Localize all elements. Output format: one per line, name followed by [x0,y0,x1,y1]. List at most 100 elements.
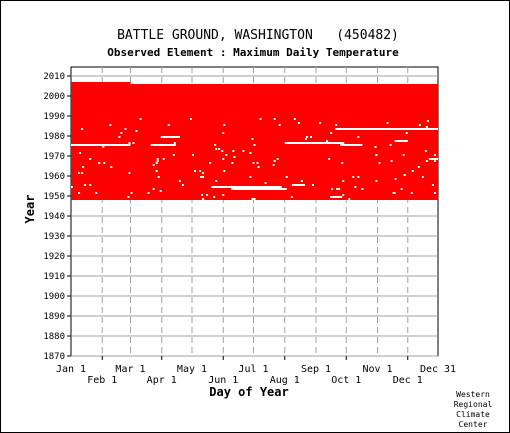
missing-day [335,124,338,126]
missing-day [293,118,296,120]
missing-day [421,176,424,178]
missing-day [124,128,127,130]
missing-day [410,192,413,194]
missing-day [130,192,133,194]
missing-day [189,118,192,120]
missing-day [103,162,106,164]
missing-day [173,142,176,144]
missing-day [433,154,436,156]
missing-day [352,176,355,178]
missing-day [331,188,334,190]
missing-day [233,156,236,158]
missing-day [159,190,162,192]
missing-day [285,176,288,178]
missing-day [424,150,427,152]
missing-day [82,166,85,168]
missing-period [150,144,176,146]
missing-day [156,160,159,162]
coverage-block [71,84,438,200]
missing-day [402,154,405,156]
missing-day [278,124,281,126]
missing-day [256,162,259,164]
y-tick-label: 1930 [43,232,65,242]
y-tick-label: 1910 [43,272,65,282]
missing-day [155,162,158,164]
x-tick-label-lower: Aug 1 [270,375,300,386]
missing-day [375,180,378,182]
missing-day [233,188,236,190]
missing-day [253,144,256,146]
missing-day [128,142,131,144]
x-tick-label-upper: Nov 1 [362,364,392,375]
missing-day [209,162,212,164]
missing-period [71,144,131,146]
missing-day [405,132,408,134]
missing-day [252,162,255,164]
chart-title: BATTLE GROUND, WASHINGTON (450482) [117,28,399,43]
missing-day [418,124,421,126]
missing-day [357,176,360,178]
missing-day [273,118,276,120]
y-axis-label: Year [23,195,37,224]
missing-day [132,142,135,144]
missing-day [390,160,393,162]
missing-day [200,176,203,178]
missing-day [194,170,197,172]
missing-day [157,176,160,178]
credit-line: Regional [453,400,493,409]
missing-day [222,194,225,196]
credit-line: Center [458,420,488,429]
missing-day [394,178,397,180]
missing-day [218,148,221,150]
y-tick-label: 2010 [43,72,65,82]
missing-day [249,176,252,178]
missing-day [251,138,254,140]
missing-day [300,180,303,182]
missing-day [307,142,310,144]
y-tick-label: 1970 [43,152,65,162]
y-tick-label: 1960 [43,172,65,182]
missing-day [319,122,322,124]
missing-day [341,142,344,144]
missing-day [375,154,378,156]
missing-day [276,158,279,160]
missing-day [202,198,205,200]
missing-day [127,144,130,146]
missing-period [284,142,345,144]
missing-day [84,184,87,186]
credit-line: Western [456,390,490,399]
missing-day [223,170,226,172]
missing-day [201,194,204,196]
missing-day [431,184,434,186]
missing-day [338,188,341,190]
missing-day [425,160,428,162]
missing-day [147,192,150,194]
y-tick-label: 1950 [43,192,65,202]
missing-day [155,170,158,172]
missing-day [213,196,216,198]
missing-day [348,198,351,200]
missing-day [206,194,209,196]
missing-day [202,172,205,174]
missing-day [257,166,260,168]
missing-day [139,118,142,120]
missing-day [304,138,307,140]
y-tick-label: 1940 [43,212,65,222]
missing-day [191,154,194,156]
missing-day [102,146,105,148]
coverage-partial-year [71,82,131,84]
missing-day [199,170,202,172]
x-tick-label-upper: Dec 31 [420,364,456,375]
x-tick-label-upper: May 1 [177,364,207,375]
missing-day [231,162,234,164]
missing-period [340,144,363,146]
missing-day [214,144,217,146]
missing-day [403,174,406,176]
y-tick-label: 2000 [43,92,65,102]
missing-day [215,180,218,182]
missing-day [225,154,228,156]
y-tick-label: 1880 [43,332,65,342]
missing-period [330,196,343,198]
missing-day [290,196,293,198]
missing-day [326,140,329,142]
